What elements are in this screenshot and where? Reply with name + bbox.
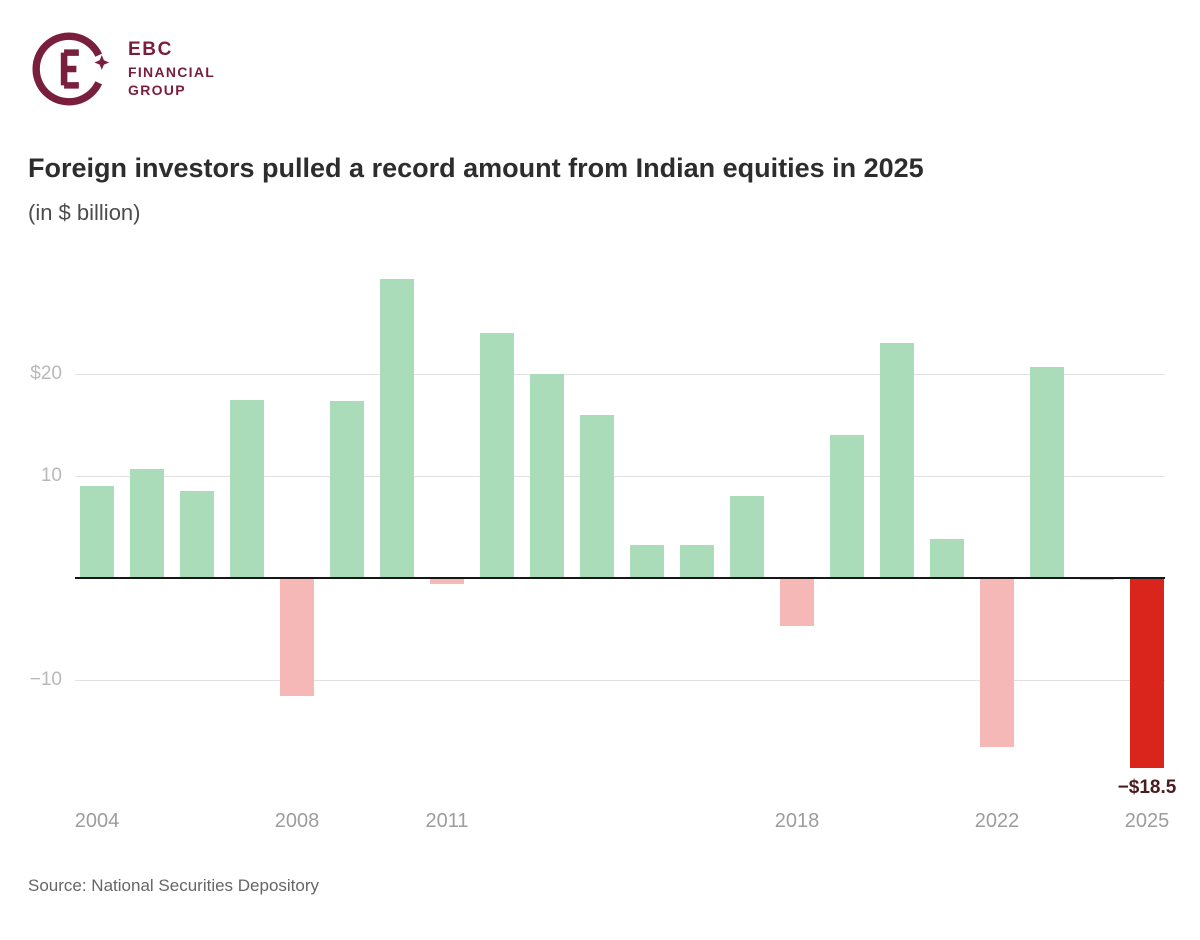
y-axis-label-20: $20 [30,363,62,384]
bar-2005 [130,468,164,578]
bar-2011 [430,579,464,585]
ebc-logo-icon [32,32,110,106]
bar-2017 [730,496,764,578]
logo: EBC FINANCIAL GROUP [28,28,215,110]
y-axis-label--10: −10 [29,669,62,690]
bar-2007 [230,399,264,578]
x-axis-label-2004: 2004 [74,810,120,832]
bar-2006 [180,491,214,578]
logo-wordmark: EBC FINANCIAL GROUP [128,38,215,99]
bar-value-label: −$18.5 [1117,776,1177,798]
bar-2008 [280,579,314,697]
bar-2023 [1030,366,1064,578]
bar-2024 [1080,579,1114,581]
bar-2021 [930,539,964,578]
bar-2015 [630,545,664,578]
bar-2025 [1130,579,1164,768]
bar-2004 [80,486,114,578]
logo-company-name: EBC [128,39,173,61]
bar-2022 [980,579,1014,748]
bar-2013 [530,374,564,578]
gridline-20 [75,374,1165,375]
bar-2019 [830,435,864,578]
bar-2016 [680,545,714,578]
bar-2014 [580,414,614,578]
x-axis-label-2008: 2008 [274,810,320,832]
source-note: Source: National Securities Depository [28,876,320,895]
chart: $20 10 −10 2004 2008 2011 2018 2022 2025 −$18.5 [0,250,1200,840]
y-axis-label-10: 10 [40,465,62,486]
x-axis-line [75,577,1165,579]
bar-2009 [330,400,364,578]
bar-2010 [380,279,414,578]
page-title: Foreign investors pulled a record amount… [28,153,924,183]
logo-company-line2: FINANCIAL [128,64,216,81]
bar-2012 [480,333,514,578]
gridline--10 [75,680,1165,681]
page-subtitle: (in $ billion) [28,200,141,225]
x-axis-label-2025: 2025 [1124,810,1170,832]
logo-company-line3: GROUP [128,82,186,99]
x-axis-label-2011: 2011 [425,810,469,832]
x-axis-label-2022: 2022 [974,810,1020,832]
bar-2018 [780,579,814,626]
gridline-10 [75,476,1165,477]
bar-2020 [880,343,914,578]
x-axis-label-2018: 2018 [774,810,820,832]
